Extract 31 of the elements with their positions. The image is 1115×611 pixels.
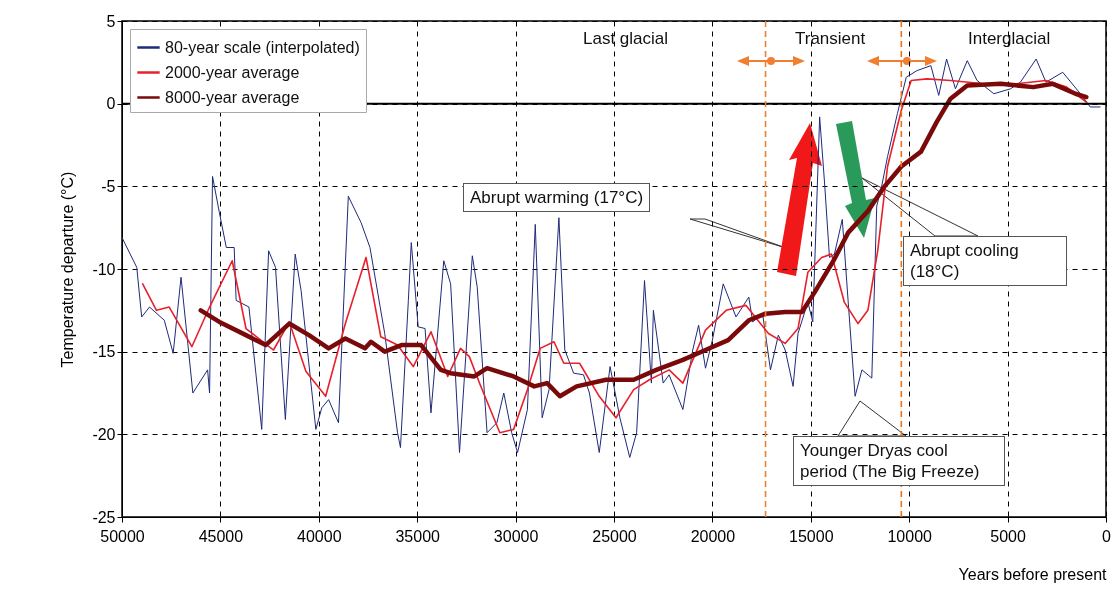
x-tick-label: 50000 — [100, 527, 145, 545]
y-tick-label: 0 — [106, 95, 116, 113]
x-tick-label: 5000 — [990, 527, 1026, 545]
x-axis-title: Years before present — [958, 565, 1108, 583]
y-axis-title: Temperature departure (°C) — [59, 171, 77, 368]
x-tick-label: 45000 — [198, 527, 244, 545]
x-tick-label: 10000 — [887, 527, 933, 545]
annotation: Younger Dryas cool period (The Big Freeze) — [800, 441, 980, 481]
callout-box: Abrupt warming (17°C) — [463, 183, 651, 212]
legend-label: 8000-year average — [165, 88, 300, 106]
x-tick-label: 0 — [1102, 527, 1112, 545]
annotation: Abrupt warming (17°C) — [470, 188, 644, 207]
annotation: Last glacial — [583, 28, 669, 49]
callout-box: Abrupt cooling (18°C) — [903, 236, 1067, 286]
x-tick-label: 30000 — [493, 527, 539, 545]
x-tick-label: 15000 — [789, 527, 834, 545]
x-tick-label: 35000 — [395, 527, 441, 545]
annotation: Interglacial — [968, 28, 1051, 49]
x-tick-label: 40000 — [297, 527, 342, 545]
legend-label: 2000-year average — [165, 63, 300, 81]
annotation: Transient — [795, 28, 866, 49]
x-tick-label: 20000 — [690, 527, 736, 545]
y-tick-label: -10 — [92, 260, 116, 278]
y-tick-label: -15 — [92, 343, 116, 361]
x-tick-label: 25000 — [592, 527, 637, 545]
y-tick-label: -5 — [101, 177, 116, 195]
legend-label: 80-year scale (interpolated) — [165, 38, 360, 56]
y-tick-label: -25 — [92, 508, 116, 526]
y-tick-label: 5 — [106, 12, 116, 30]
y-tick-label: -20 — [92, 425, 116, 443]
annotation: Abrupt cooling (18°C) — [910, 241, 1019, 281]
